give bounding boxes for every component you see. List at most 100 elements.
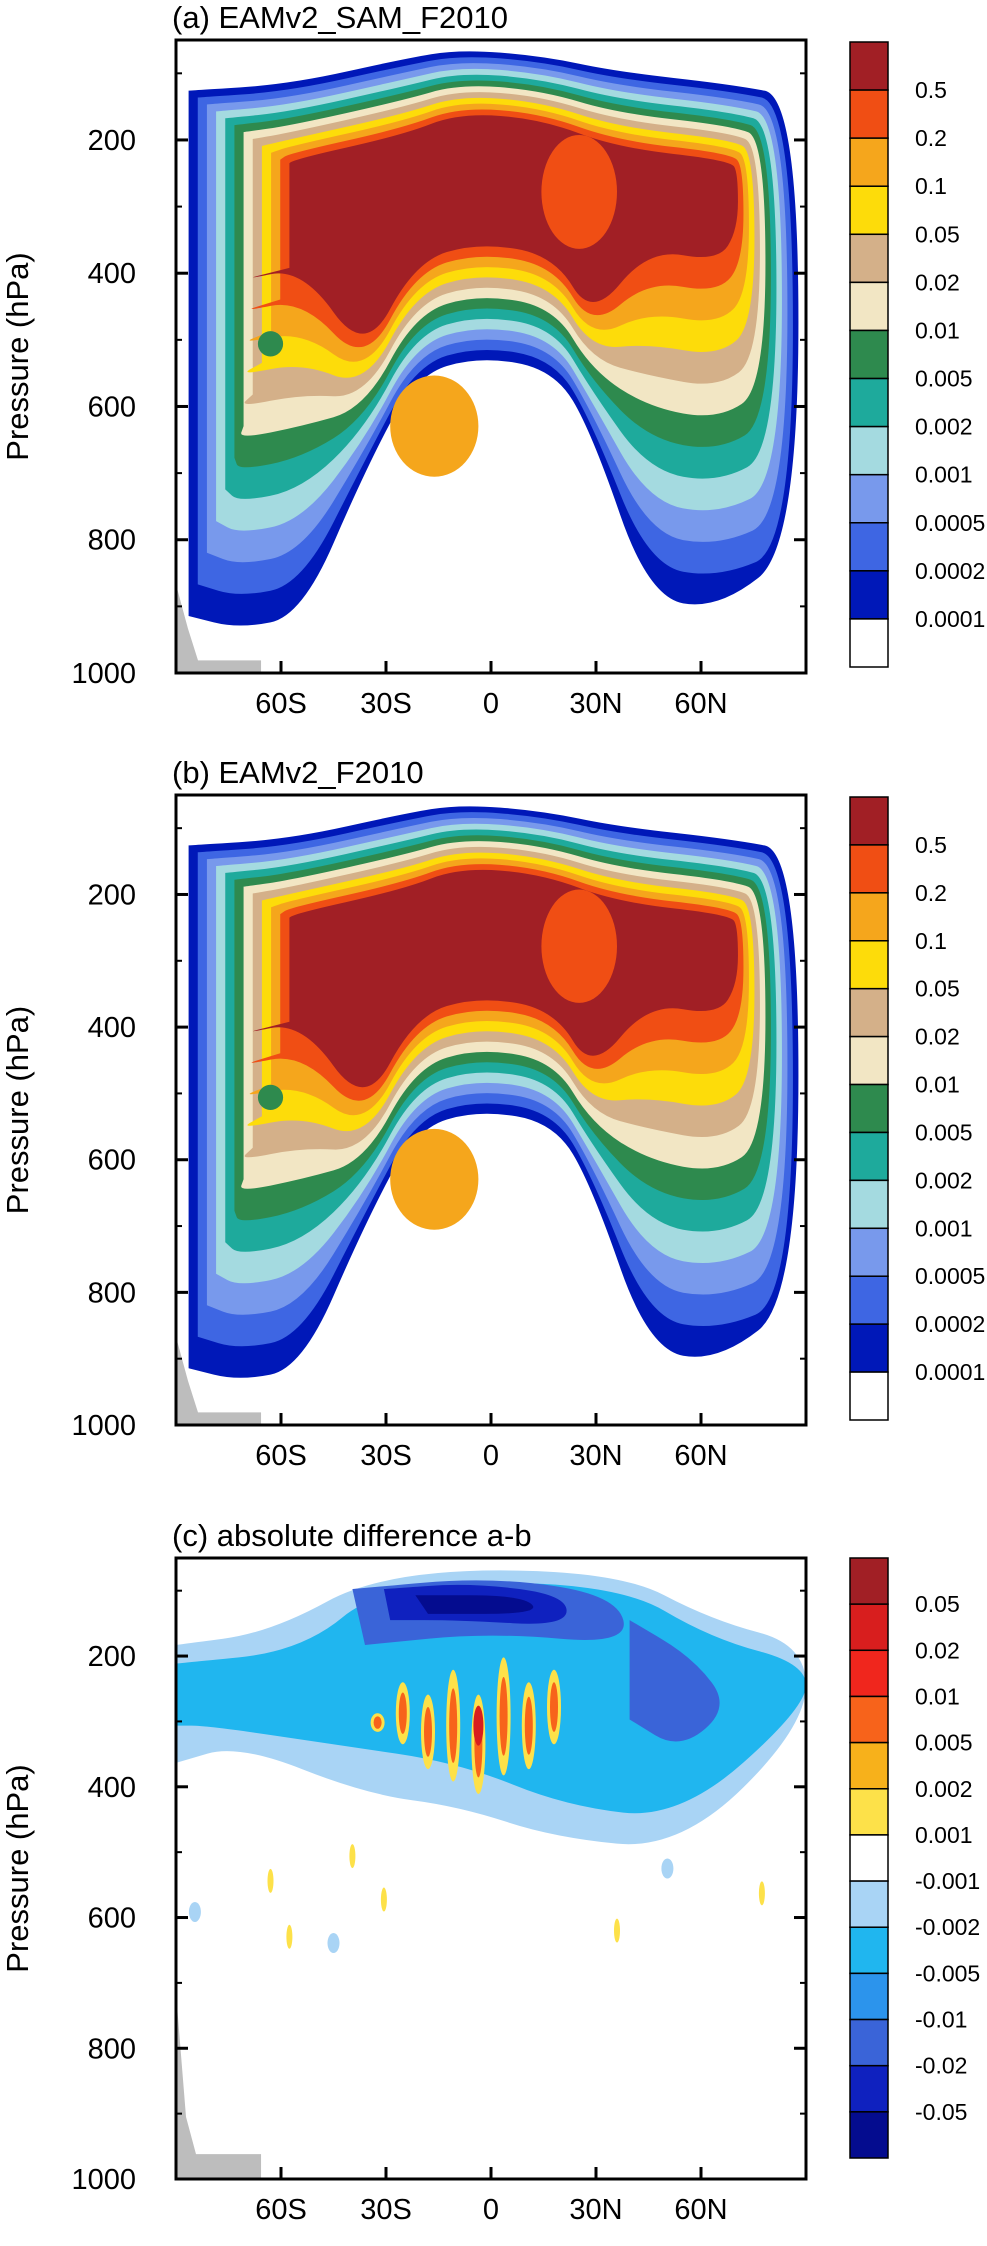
nh-maximum	[541, 889, 617, 1003]
colorbar-swatch-1-5	[849, 281, 889, 332]
y-tick-label-1-2: 600	[88, 391, 136, 423]
colorbar-swatch-2-12	[849, 1371, 889, 1421]
topography	[176, 1336, 262, 1425]
colorbar-label-2-5: 0.01	[915, 1072, 960, 1098]
positive-core-5	[524, 1696, 533, 1755]
colorbar-label-2-7: 0.002	[915, 1167, 973, 1193]
colorbar-label-1-1: 0.2	[915, 125, 947, 151]
colorbar-label-3-6: -0.001	[915, 1868, 980, 1894]
colorbar-label-3-9: -0.01	[915, 2007, 967, 2033]
x-tick-label-3-4: 60N	[674, 2194, 727, 2226]
colorbar-swatch-2-1	[849, 844, 889, 894]
colorbar-label-1-11: 0.0001	[915, 606, 985, 632]
colorbar-swatch-2-6	[849, 1083, 889, 1134]
colorbar-swatch-1-7	[849, 377, 889, 428]
plot-area-1	[176, 51, 799, 673]
nh-maximum	[541, 134, 617, 249]
colorbar-swatch-3-0	[849, 1557, 889, 1605]
colorbar-swatch-1-4	[849, 233, 889, 284]
y-axis-label-1: Pressure (hPa)	[0, 252, 35, 460]
topography	[176, 1992, 262, 2179]
x-tick-label-2-2: 0	[483, 1440, 499, 1472]
colorbar-swatch-3-7	[849, 1880, 889, 1928]
positive-core-6	[550, 1682, 558, 1732]
colorbar-label-1-6: 0.005	[915, 366, 973, 392]
colorbar-swatch-3-5	[849, 1788, 889, 1836]
scatter-patch-2	[349, 1844, 356, 1869]
colorbar-label-2-8: 0.001	[915, 1215, 973, 1241]
colorbar-label-3-8: -0.005	[915, 1960, 980, 1986]
colorbar-label-3-11: -0.05	[915, 2099, 967, 2125]
colorbar-label-2-9: 0.0005	[915, 1263, 985, 1289]
y-axis-label-3: Pressure (hPa)	[0, 1764, 35, 1972]
y-tick-label-3-2: 600	[88, 1903, 136, 1935]
x-tick-label-1-1: 30S	[360, 688, 412, 720]
colorbar-swatch-3-1	[849, 1603, 889, 1652]
panel-title-3: (c) absolute difference a-b	[172, 1518, 532, 1553]
x-tick-label-1-4: 60N	[674, 688, 727, 720]
plot-area-3	[176, 1570, 806, 2179]
topography	[176, 584, 262, 673]
colorbar-swatch-1-11	[849, 570, 889, 620]
colorbar-label-3-2: 0.01	[915, 1683, 960, 1709]
panel-title-1: (a) EAMv2_SAM_F2010	[172, 0, 508, 35]
colorbar-label-1-9: 0.0005	[915, 510, 985, 536]
colorbar-swatch-2-8	[849, 1179, 889, 1230]
colorbar-swatch-3-11	[849, 2064, 889, 2113]
colorbar-swatch-1-10	[849, 522, 889, 572]
panel-title-2: (b) EAMv2_F2010	[172, 755, 424, 790]
colorbar-swatch-1-1	[849, 89, 889, 139]
positive-core-1	[424, 1707, 432, 1757]
neg-patch-0	[188, 1901, 201, 1922]
colorbar-swatch-3-10	[849, 2018, 889, 2067]
x-tick-label-2-1: 30S	[360, 1440, 412, 1472]
scatter-patch-1	[286, 1924, 293, 1949]
colorbar-swatch-2-10	[849, 1275, 889, 1325]
colorbar-swatch-3-8	[849, 1926, 889, 1975]
colorbar-label-2-3: 0.05	[915, 976, 960, 1002]
colorbar-swatch-3-12	[849, 2111, 889, 2159]
y-tick-label-2-4: 1000	[71, 1410, 136, 1442]
x-tick-label-3-0: 60S	[255, 2194, 307, 2226]
colorbar-swatch-3-2	[849, 1649, 889, 1698]
colorbar-label-2-2: 0.1	[915, 928, 947, 954]
x-tick-label-3-3: 30N	[569, 2194, 622, 2226]
colorbar-label-3-5: 0.001	[915, 1822, 973, 1848]
positive-max	[473, 1705, 484, 1746]
sh-lobe	[390, 375, 479, 477]
plot-area-2	[176, 806, 799, 1425]
colorbar-label-2-11: 0.0001	[915, 1359, 985, 1385]
strongest-negative-core	[415, 1595, 534, 1614]
colorbar-label-2-6: 0.005	[915, 1119, 973, 1145]
scatter-patch-5	[758, 1881, 765, 1906]
y-tick-label-1-1: 400	[88, 258, 136, 290]
colorbar-swatch-3-9	[849, 1972, 889, 2021]
y-tick-label-2-1: 400	[88, 1012, 136, 1044]
colorbar-label-2-1: 0.2	[915, 880, 947, 906]
x-tick-label-2-0: 60S	[255, 1440, 307, 1472]
contour-band-11	[253, 115, 738, 334]
colorbar-label-3-4: 0.002	[915, 1776, 973, 1802]
scatter-patch-3	[380, 1887, 387, 1912]
colorbar-swatch-1-0	[849, 41, 889, 91]
x-tick-label-1-3: 30N	[569, 688, 622, 720]
colorbar-label-1-3: 0.05	[915, 221, 960, 247]
x-tick-label-2-3: 30N	[569, 1440, 622, 1472]
colorbar-swatch-1-3	[849, 185, 889, 236]
positive-core-2	[449, 1688, 458, 1763]
x-tick-label-3-1: 30S	[360, 2194, 412, 2226]
colorbar-swatch-1-9	[849, 473, 889, 524]
scatter-patch-0	[267, 1868, 274, 1893]
y-tick-label-3-4: 1000	[71, 2164, 136, 2196]
y-tick-label-1-0: 200	[88, 125, 136, 157]
y-tick-label-3-0: 200	[88, 1641, 136, 1673]
colorbar-swatch-2-7	[849, 1131, 889, 1182]
colorbar-label-2-10: 0.0002	[915, 1311, 985, 1337]
x-tick-label-2-4: 60N	[674, 1440, 727, 1472]
colorbar-swatch-1-8	[849, 425, 889, 476]
y-tick-label-3-3: 800	[88, 2033, 136, 2065]
colorbar-swatch-2-9	[849, 1227, 889, 1277]
colorbar-swatch-1-12	[849, 618, 889, 668]
y-tick-label-3-1: 400	[88, 1772, 136, 1804]
